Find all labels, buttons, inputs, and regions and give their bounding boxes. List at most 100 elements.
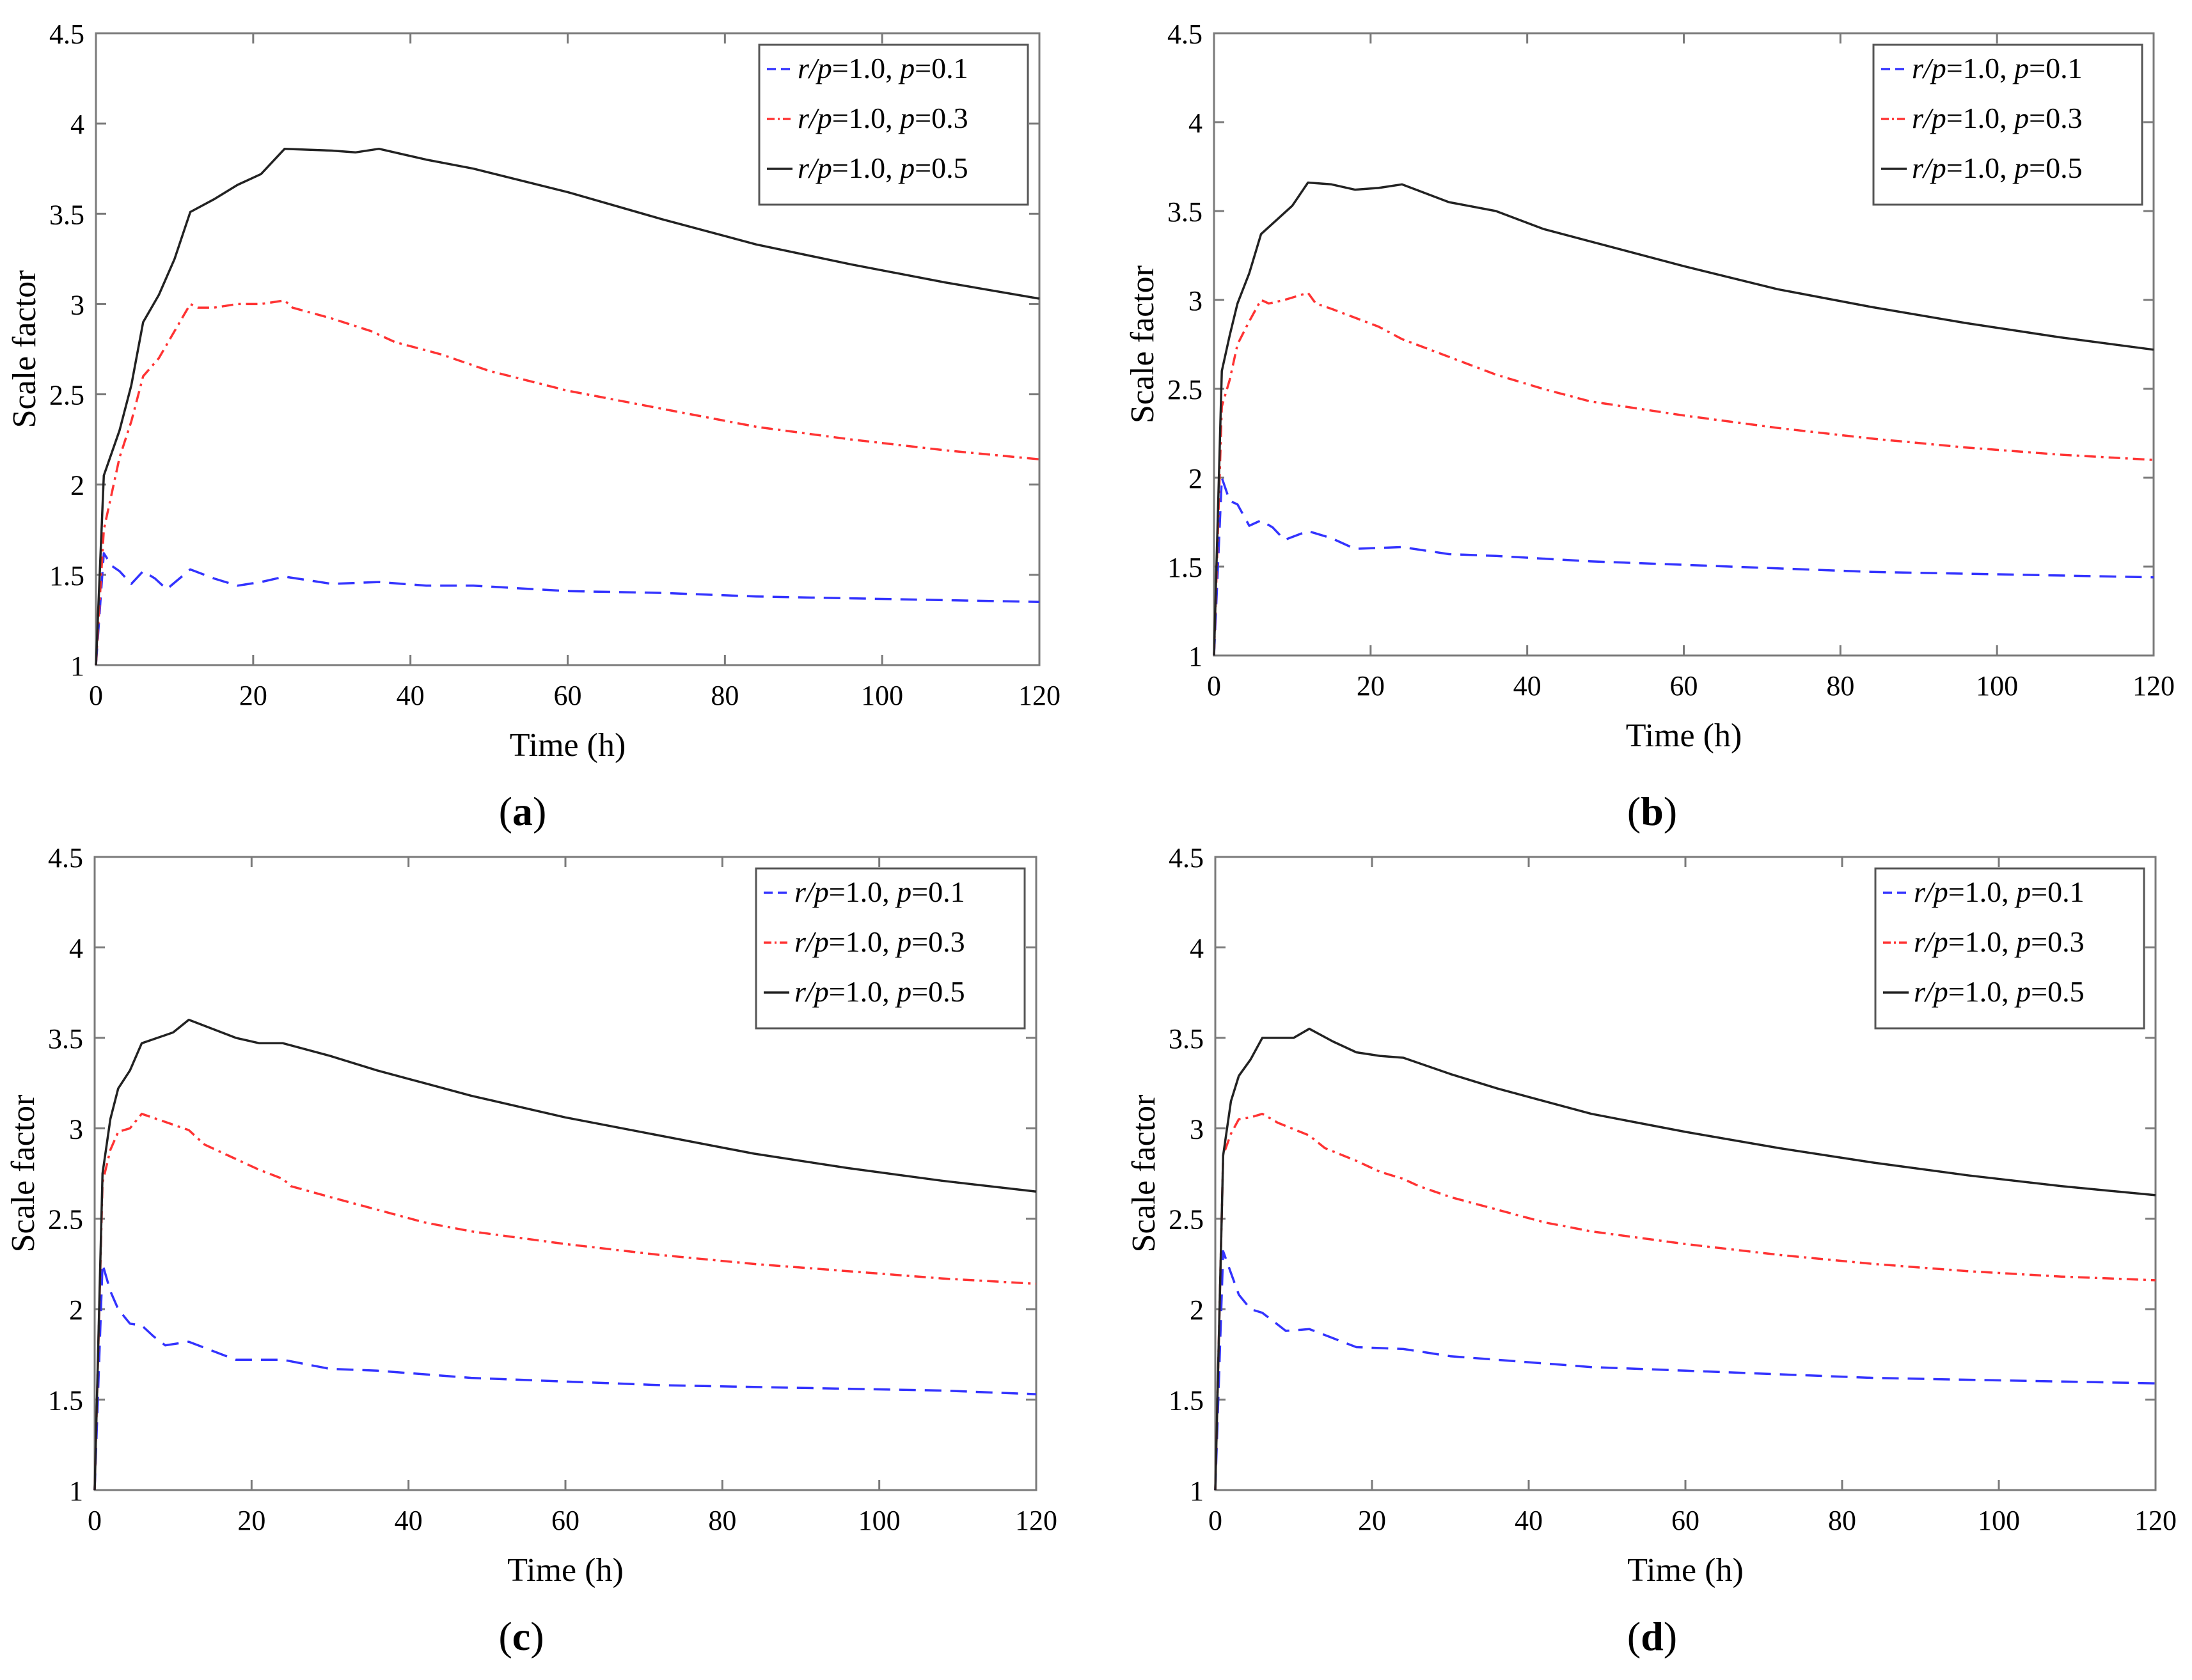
legend-text-part: p bbox=[898, 102, 915, 134]
caption-open: ( bbox=[498, 1613, 512, 1659]
legend-text-part: r bbox=[1912, 102, 1924, 134]
y-tick-label: 3 bbox=[70, 289, 84, 320]
legend-entry-1: r/p=1.0, p=0.1 bbox=[798, 52, 968, 84]
legend-entry-2: r/p=1.0, p=0.3 bbox=[794, 925, 965, 958]
series-line-2 bbox=[95, 299, 1040, 666]
legend-text-part: p bbox=[1930, 102, 1946, 134]
x-tick-label: 20 bbox=[1357, 670, 1385, 702]
chart-panel-a: 0 20 40 60 80 100 120 1 1.5 2 2.5 3 3.5 4 4.5 Time (h) S… bbox=[6, 19, 1061, 834]
legend-entry-2: r/p=1.0, p=0.3 bbox=[1912, 102, 2083, 134]
y-tick-label: 1.5 bbox=[49, 560, 84, 592]
legend-text-part: / bbox=[1923, 875, 1936, 908]
x-tick-label: 100 bbox=[861, 680, 903, 711]
y-tick-label: 2.5 bbox=[1167, 374, 1202, 405]
caption-close: ) bbox=[530, 1613, 544, 1659]
legend-text-part: =1.0, bbox=[1948, 925, 2016, 958]
legend: r/p=1.0, p=0.1r/p=1.0, p=0.3r/p=1.0, p=0… bbox=[758, 43, 1029, 206]
legend-box bbox=[755, 867, 1026, 1030]
legend-text-part: p bbox=[812, 875, 829, 908]
legend: r/p=1.0, p=0.1r/p=1.0, p=0.3r/p=1.0, p=0… bbox=[755, 867, 1026, 1030]
y-axis-label: Scale factor bbox=[1124, 265, 1161, 423]
x-axis-label: Time (h) bbox=[507, 1552, 624, 1589]
series-line-1 bbox=[1214, 1250, 2156, 1491]
series-line-2 bbox=[93, 1112, 1037, 1491]
legend-text-part: r bbox=[798, 152, 810, 184]
legend-text-part: =0.3 bbox=[915, 102, 968, 134]
legend-box bbox=[1874, 867, 2145, 1030]
legend-box bbox=[1872, 43, 2143, 206]
legend-text-part: / bbox=[1923, 925, 1936, 958]
legend-text-part: p bbox=[1930, 52, 1946, 84]
x-tick-label: 40 bbox=[1513, 670, 1541, 702]
series-line-1 bbox=[95, 552, 1040, 666]
legend-text-part: =0.1 bbox=[2031, 875, 2084, 908]
x-tick-label: 120 bbox=[1018, 680, 1061, 711]
x-tick-label: 60 bbox=[1671, 1505, 1699, 1536]
x-tick-label: 40 bbox=[397, 680, 425, 711]
legend-text-part: p bbox=[812, 975, 829, 1008]
legend-text-part: =1.0, bbox=[829, 875, 897, 908]
x-tick-label: 40 bbox=[1515, 1505, 1543, 1536]
caption-open: ( bbox=[1627, 1613, 1641, 1659]
y-tick-label: 4 bbox=[1190, 932, 1204, 964]
y-tick-label: 3.5 bbox=[1169, 1023, 1204, 1055]
legend-entry-3: r/p=1.0, p=0.5 bbox=[1914, 975, 2085, 1008]
caption-open: ( bbox=[499, 789, 512, 834]
legend-text-part: =0.3 bbox=[2031, 925, 2084, 958]
legend-text-part: p bbox=[898, 152, 915, 184]
legend-text-part: r bbox=[1912, 152, 1924, 184]
panel-caption: (a) bbox=[499, 789, 547, 834]
y-tick-label: 2 bbox=[70, 470, 84, 501]
y-tick-label: 4.5 bbox=[49, 19, 84, 50]
legend-text-part: / bbox=[1921, 52, 1934, 84]
legend-text-part: r bbox=[1914, 975, 1926, 1008]
legend-entry-1: r/p=1.0, p=0.1 bbox=[1912, 52, 2083, 84]
x-tick-label: 60 bbox=[1670, 670, 1698, 702]
y-tick-label: 1.5 bbox=[1169, 1385, 1204, 1417]
legend-text-part: r bbox=[794, 875, 807, 908]
series-line-3 bbox=[95, 147, 1040, 666]
legend-text-part: r bbox=[1914, 925, 1926, 958]
x-tick-label: 120 bbox=[2134, 1505, 2177, 1536]
panel-caption: (d) bbox=[1627, 1613, 1677, 1659]
series-line-3 bbox=[1214, 1027, 2156, 1491]
legend-text-part: p bbox=[895, 975, 911, 1008]
y-tick-label: 1.5 bbox=[48, 1385, 83, 1417]
legend-text-part: =0.1 bbox=[915, 52, 968, 84]
legend-text-part: =0.3 bbox=[911, 925, 965, 958]
legend-text-part: =1.0, bbox=[1946, 102, 2014, 134]
legend-text-part: r bbox=[794, 925, 807, 958]
legend-text-part: =1.0, bbox=[832, 52, 900, 84]
legend-text-part: =1.0, bbox=[829, 975, 897, 1008]
legend-text-part: / bbox=[1921, 102, 1934, 134]
legend-text-part: p bbox=[2012, 102, 2029, 134]
legend-text-part: =0.1 bbox=[911, 875, 965, 908]
y-tick-label: 1 bbox=[1188, 641, 1202, 672]
legend-text-part: =0.5 bbox=[2029, 152, 2082, 184]
x-tick-label: 120 bbox=[2133, 670, 2175, 702]
x-tick-label: 100 bbox=[1976, 670, 2018, 702]
legend: r/p=1.0, p=0.1r/p=1.0, p=0.3r/p=1.0, p=0… bbox=[1874, 867, 2145, 1030]
legend-text-part: / bbox=[807, 152, 820, 184]
caption-open: ( bbox=[1627, 789, 1641, 834]
caption-close: ) bbox=[1664, 1613, 1677, 1659]
x-tick-label: 60 bbox=[554, 680, 582, 711]
caption-letter: a bbox=[512, 789, 533, 834]
y-tick-label: 4.5 bbox=[1169, 842, 1204, 874]
x-tick-label: 100 bbox=[1978, 1505, 2020, 1536]
legend-text-part: p bbox=[2012, 52, 2029, 84]
x-tick-label: 80 bbox=[1826, 670, 1854, 702]
legend-text-part: p bbox=[1932, 875, 1948, 908]
x-tick-label: 120 bbox=[1015, 1505, 1057, 1536]
legend-text-part: =0.1 bbox=[2029, 52, 2082, 84]
panel-caption: (c) bbox=[498, 1613, 544, 1659]
caption-close: ) bbox=[1664, 789, 1677, 834]
x-tick-label: 20 bbox=[237, 1505, 265, 1536]
y-axis-label: Scale factor bbox=[5, 1095, 42, 1253]
y-tick-label: 3.5 bbox=[48, 1023, 83, 1055]
legend-text-part: / bbox=[807, 52, 820, 84]
y-tick-label: 3.5 bbox=[49, 199, 84, 230]
legend-text-part: r bbox=[794, 975, 807, 1008]
x-tick-label: 20 bbox=[1358, 1505, 1386, 1536]
